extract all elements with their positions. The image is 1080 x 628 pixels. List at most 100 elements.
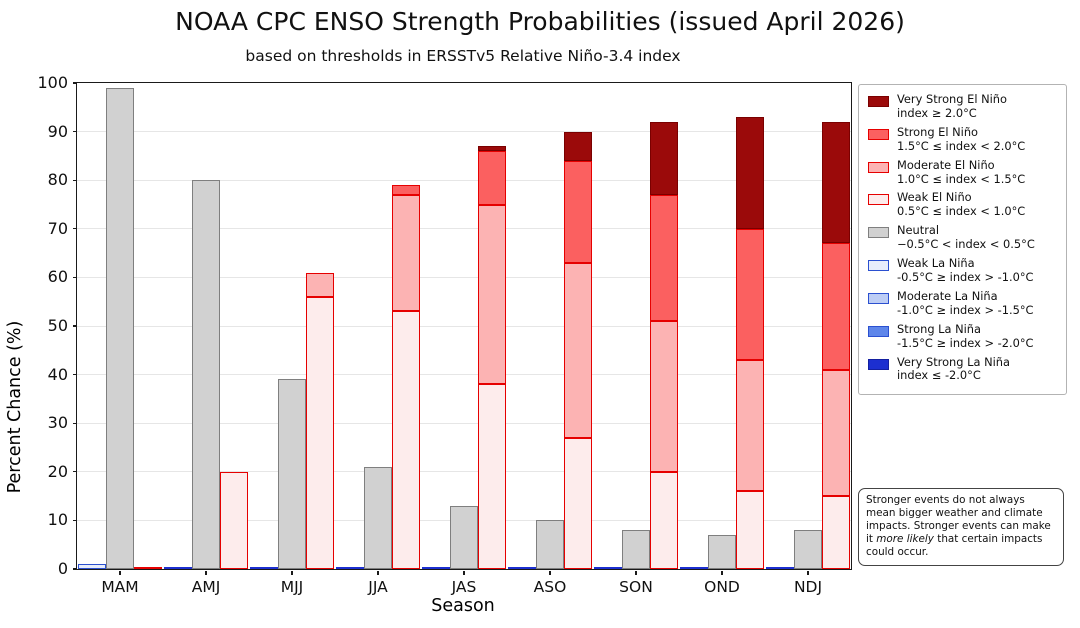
x-tick-mark	[119, 570, 121, 575]
y-tick-mark	[72, 325, 77, 327]
legend-entry: Weak La Niña -0.5°C ≥ index > -1.0°C	[868, 256, 1057, 285]
bar-group	[335, 83, 421, 569]
legend-entry-label: Strong La Niña	[897, 321, 982, 336]
y-tick-label: 30	[47, 413, 68, 433]
bar-segment	[220, 471, 248, 569]
x-tick-mark	[549, 570, 551, 575]
bar-stack-neutral	[278, 83, 306, 569]
y-tick-label: 40	[47, 364, 68, 384]
y-tick-label: 50	[47, 316, 68, 335]
bar-group	[593, 83, 679, 569]
y-tick-mark	[72, 179, 77, 181]
y-tick-label: 70	[47, 218, 68, 238]
x-tick-label: OND	[704, 578, 740, 596]
y-axis-label: Percent Chance (%)	[5, 320, 25, 494]
x-tick-mark	[807, 570, 809, 575]
bar-segment	[736, 117, 764, 229]
bar-segment	[736, 228, 764, 361]
bar-group	[507, 83, 593, 569]
legend-swatch	[868, 194, 889, 206]
bar-segment	[650, 471, 678, 569]
bar-segment	[478, 384, 506, 569]
bar-segment	[822, 121, 850, 244]
note-text-italic: more likely	[876, 533, 934, 546]
y-tick-mark	[72, 373, 77, 376]
y-tick-label: 0	[57, 559, 68, 578]
bar-segment	[822, 369, 850, 497]
bar-stack-neutral	[794, 83, 822, 569]
legend-entry-text: Strong La Niña -1.5°C ≥ index > -2.0°C	[897, 321, 1033, 351]
chart-title: NOAA CPC ENSO Strength Probabilities (is…	[175, 7, 905, 36]
y-tick-mark	[72, 276, 77, 279]
y-tick-mark	[72, 519, 77, 522]
gridline	[77, 325, 851, 327]
legend-entry: Strong El Niño 1.5°C ≤ index < 2.0°C	[868, 124, 1057, 154]
bar-segment	[392, 185, 420, 195]
legend-entry: Weak El Niño 0.5°C ≤ index < 1.0°C	[868, 191, 1057, 219]
note-box: Stronger events do not always mean bigge…	[858, 488, 1064, 566]
legend-entry-range: 1.0°C ≤ index < 1.5°C	[897, 171, 1026, 186]
zero-bar-line	[594, 567, 622, 569]
bar-segment	[478, 151, 506, 205]
bar-stack-la_nina	[164, 83, 192, 569]
x-tick-mark	[205, 570, 207, 575]
legend-swatch	[868, 161, 889, 173]
bar-stack-la_nina	[508, 83, 536, 569]
legend-entry-text: Neutral −0.5°C < index < 0.5°C	[897, 223, 1035, 252]
y-tick-label: 80	[47, 170, 68, 190]
bar-segment	[822, 243, 850, 370]
bar-segment	[650, 321, 678, 472]
zero-bar-line	[766, 567, 794, 569]
legend-entry-label: Moderate El Niño	[897, 157, 995, 172]
bar-stack-la_nina	[78, 83, 106, 569]
legend-entry-text: Moderate El Niño 1.0°C ≤ index < 1.5°C	[897, 157, 1026, 187]
bar-stack-la_nina	[594, 83, 622, 569]
legend-entry-label: Very Strong El Niño	[897, 92, 1007, 106]
bar-segment	[794, 530, 822, 569]
note-text: Stronger events do not always mean bigge…	[866, 494, 1051, 546]
bar-segment	[478, 146, 506, 152]
bar-segment	[78, 564, 106, 569]
bar-segment	[622, 530, 650, 569]
bar-stack-el_nino	[736, 83, 764, 569]
bar-segment	[364, 466, 392, 569]
bar-segment	[392, 194, 420, 312]
x-tick-label: JAS	[451, 578, 477, 596]
y-tick-mark	[72, 422, 77, 424]
x-axis-label: Season	[431, 596, 495, 616]
legend-entry-range: −0.5°C < index < 0.5°C	[897, 237, 1035, 252]
x-tick-label: NDJ	[793, 578, 823, 596]
bar-group	[421, 83, 507, 569]
bar-stack-neutral	[622, 83, 650, 569]
x-tick-mark	[721, 570, 723, 575]
zero-bar-line	[250, 567, 278, 569]
legend-entry-label: Strong El Niño	[897, 124, 979, 139]
bar-segment	[564, 160, 592, 263]
legend-entry-text: Weak El Niño 0.5°C ≤ index < 1.0°C	[897, 191, 1025, 219]
gridline	[77, 422, 851, 424]
legend-entry-range: index ≤ -2.0°C	[897, 368, 981, 383]
legend-entry: Very Strong El Niño index ≥ 2.0°C	[868, 92, 1057, 121]
bar-segment	[650, 121, 678, 195]
y-tick-mark	[72, 471, 77, 473]
gridline	[77, 276, 851, 278]
gridline	[77, 228, 851, 230]
legend-entry-label: Very Strong La Niña	[897, 354, 1010, 369]
legend-entry-label: Neutral	[897, 223, 940, 238]
legend-entry: Very Strong La Niña index ≤ -2.0°C	[868, 354, 1057, 384]
zero-bar-line	[164, 567, 192, 569]
bar-segment	[564, 437, 592, 569]
y-tick-label: 60	[47, 267, 68, 287]
legend-entry-range: -1.0°C ≥ index > -1.5°C	[897, 302, 1034, 317]
bar-group	[765, 83, 851, 569]
bar-stack-el_nino	[564, 83, 592, 569]
y-tick-label: 90	[47, 121, 68, 141]
bar-stack-neutral	[708, 83, 736, 569]
legend-entry: Neutral −0.5°C < index < 0.5°C	[868, 223, 1057, 252]
bar-stack-neutral	[106, 83, 134, 569]
chart-subtitle: based on thresholds in ERSSTv5 Relative …	[245, 47, 681, 65]
legend-entry: Strong La Niña -1.5°C ≥ index > -2.0°C	[868, 321, 1057, 351]
zero-bar-line	[134, 567, 162, 569]
gridline	[77, 374, 851, 376]
